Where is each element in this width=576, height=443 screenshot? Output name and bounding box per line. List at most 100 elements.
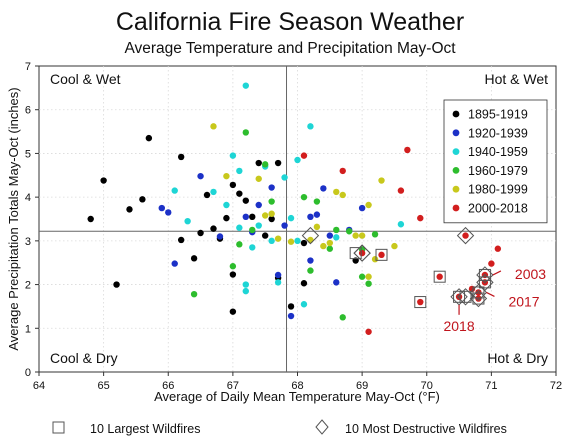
destructive-wildfire-marker [476, 273, 494, 292]
destructive-wildfire-marker [456, 226, 475, 245]
y-tick-label: 5 [25, 148, 31, 160]
data-point [307, 213, 314, 221]
x-tick-label: 64 [33, 380, 45, 392]
data-point [197, 229, 204, 237]
data-point [236, 224, 243, 231]
data-point [326, 239, 334, 247]
data-point [158, 204, 165, 212]
data-point [346, 228, 353, 235]
data-point [236, 190, 243, 197]
y-axis-label: Average Precipitation Totals May-Oct (in… [6, 87, 21, 350]
legend-swatch [452, 185, 460, 193]
data-point [249, 244, 256, 251]
annotation-leader [486, 291, 495, 297]
data-point [197, 172, 204, 180]
data-point [365, 280, 372, 287]
data-point [320, 242, 327, 250]
data-point [294, 237, 301, 245]
data-point [229, 181, 237, 189]
legend-label: 2000-2018 [468, 202, 528, 216]
data-point [255, 159, 262, 167]
data-point [488, 260, 495, 267]
data-point [268, 198, 275, 205]
legend-swatch [452, 110, 460, 118]
destructive-wildfire-marker [353, 244, 371, 262]
data-points [87, 82, 502, 335]
y-tick-label: 4 [25, 192, 31, 204]
data-point [333, 188, 340, 196]
data-point [313, 198, 321, 205]
legend-label: 1940-1959 [468, 145, 528, 159]
quadrant-label-bottom-right: Hot & Dry [487, 350, 548, 366]
data-point [268, 184, 275, 191]
annotations: 2003 2017 2018 [443, 266, 546, 334]
x-tick-label: 69 [356, 380, 368, 392]
data-point [268, 210, 275, 217]
annotation-label: 2003 [515, 266, 546, 282]
data-point [229, 152, 237, 159]
data-point [261, 161, 269, 168]
data-point [171, 187, 178, 194]
data-point [455, 293, 463, 301]
data-point [307, 236, 314, 244]
data-point [242, 287, 249, 295]
largest-wildfires-label: 10 Largest Wildfires [90, 422, 200, 436]
data-point [333, 226, 340, 234]
data-point [404, 146, 411, 154]
most-destructive-wildfires-label: 10 Most Destructive Wildfires [345, 422, 507, 436]
x-tick-label: 71 [485, 380, 497, 392]
data-point [287, 238, 295, 245]
data-point [210, 188, 217, 196]
largest-wildfire-marker [375, 248, 388, 261]
data-point [190, 290, 198, 298]
x-tick-label: 67 [227, 380, 239, 392]
wildfire-markers [301, 226, 494, 309]
data-point [261, 212, 269, 219]
data-point [274, 159, 282, 167]
data-point [300, 193, 308, 201]
data-point [326, 245, 334, 252]
diamond-legend-icon [315, 419, 329, 435]
data-point [223, 214, 230, 222]
x-tick-label: 66 [162, 380, 174, 392]
data-point [210, 123, 217, 130]
destructive-wildfire-marker [469, 289, 488, 308]
data-point [300, 239, 308, 247]
legend-swatch [452, 148, 460, 156]
data-point [307, 257, 314, 264]
annotation-label: 2017 [508, 293, 539, 309]
data-point [229, 308, 237, 315]
y-tick-label: 0 [25, 367, 31, 379]
data-point [333, 234, 340, 241]
data-point [397, 221, 405, 228]
legend: 1895-1919 1920-1939 1940-1959 1960-1979 1980… [443, 99, 548, 224]
data-point [397, 187, 405, 194]
data-point [274, 271, 282, 279]
data-point [242, 129, 249, 136]
largest-wildfire-marker [414, 296, 427, 309]
legend-swatch [452, 204, 460, 212]
data-point [249, 213, 256, 221]
data-point [229, 271, 237, 278]
data-point [242, 281, 249, 288]
legend-label: 1980-1999 [468, 183, 528, 197]
data-point [139, 196, 146, 203]
data-point [268, 237, 275, 245]
data-point [126, 206, 133, 213]
data-point [339, 191, 346, 199]
legend-label: 1895-1919 [468, 108, 528, 122]
data-point [236, 167, 243, 175]
data-point [365, 201, 372, 209]
data-point [184, 217, 191, 225]
largest-wildfire-marker [349, 247, 362, 260]
data-point [339, 167, 346, 175]
largest-wildfire-marker [478, 276, 491, 289]
destructive-wildfire-marker [301, 226, 320, 245]
data-point [417, 298, 424, 306]
chart-subtitle: Average Temperature and Precipitation Ma… [124, 40, 456, 57]
data-point [242, 213, 249, 221]
data-point [281, 174, 288, 181]
data-point [177, 236, 185, 244]
annotation-label: 2018 [443, 318, 474, 334]
data-point [242, 197, 249, 204]
